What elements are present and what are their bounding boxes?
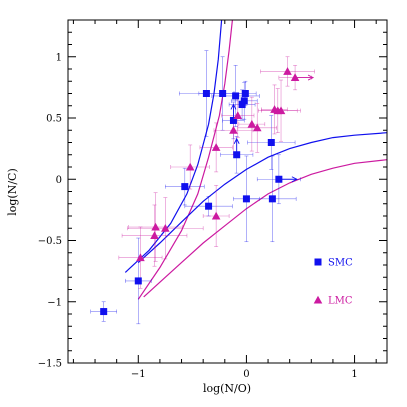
x-tick-label: 0 <box>243 369 249 380</box>
smc-point <box>240 97 248 105</box>
smc-point <box>267 139 275 146</box>
smc-point <box>241 90 249 97</box>
smc-point <box>134 277 142 285</box>
smc-point <box>238 101 246 109</box>
model-curve-1 <box>124 20 223 273</box>
smc-point <box>232 92 240 100</box>
smc-point <box>229 116 237 124</box>
y-tick-label: 0 <box>56 175 62 186</box>
legend-label-smc: SMC <box>328 258 353 269</box>
smc-limit-arrowhead <box>291 176 298 183</box>
smc-point <box>242 195 250 203</box>
lmc-point <box>252 123 262 132</box>
x-tick-label: 1 <box>351 369 357 380</box>
axis-ticks <box>68 19 387 364</box>
lmc-point <box>211 143 221 151</box>
lmc-point <box>185 162 195 171</box>
smc-point <box>268 195 276 203</box>
lmc-point <box>276 106 286 115</box>
y-tick-label: 0.5 <box>46 114 62 125</box>
legend: SMC LMC <box>313 258 353 307</box>
model-curve-4 <box>143 159 387 298</box>
lmc-limit-arrowhead <box>307 74 315 81</box>
y-axis-label: log(N/C) <box>6 168 19 216</box>
y-tick-label: −1.5 <box>38 359 62 370</box>
lmc-point <box>151 222 160 231</box>
lmc-point <box>229 125 238 134</box>
legend-label-lmc: LMC <box>328 296 353 307</box>
model-curve-2 <box>137 20 233 300</box>
smc-point <box>202 90 210 97</box>
lmc-point <box>247 119 257 128</box>
smc-limit-arrowhead <box>233 137 240 144</box>
model-curves <box>124 20 387 300</box>
lmc-point <box>150 231 159 240</box>
lmc-point <box>136 253 145 262</box>
data-points <box>100 67 300 316</box>
smc-limit-arrowhead <box>230 103 237 110</box>
model-curve-3 <box>137 132 387 264</box>
legend-marker-smc <box>314 258 322 266</box>
legend-marker-lmc <box>313 295 323 304</box>
lmc-point <box>211 211 221 220</box>
y-tick-label: 1 <box>56 52 62 63</box>
smc-point <box>219 90 227 97</box>
smc-point <box>181 183 189 191</box>
lmc-point <box>161 223 170 232</box>
smc-point <box>100 308 108 316</box>
lmc-point <box>290 73 300 82</box>
smc-point <box>233 151 241 159</box>
smc-point <box>205 202 213 210</box>
lmc-point <box>233 111 243 119</box>
y-tick-label: −1 <box>47 297 62 308</box>
lmc-point <box>283 67 292 75</box>
tick-labels: −1 0 1 −1.5 −1 −0.5 0 0.5 1 <box>38 52 358 380</box>
smc-point <box>275 175 283 183</box>
plot-frame <box>67 19 388 364</box>
x-axis-label: log(N/O) <box>203 382 251 395</box>
x-tick-label: −1 <box>131 369 146 380</box>
y-tick-label: −0.5 <box>38 236 62 247</box>
